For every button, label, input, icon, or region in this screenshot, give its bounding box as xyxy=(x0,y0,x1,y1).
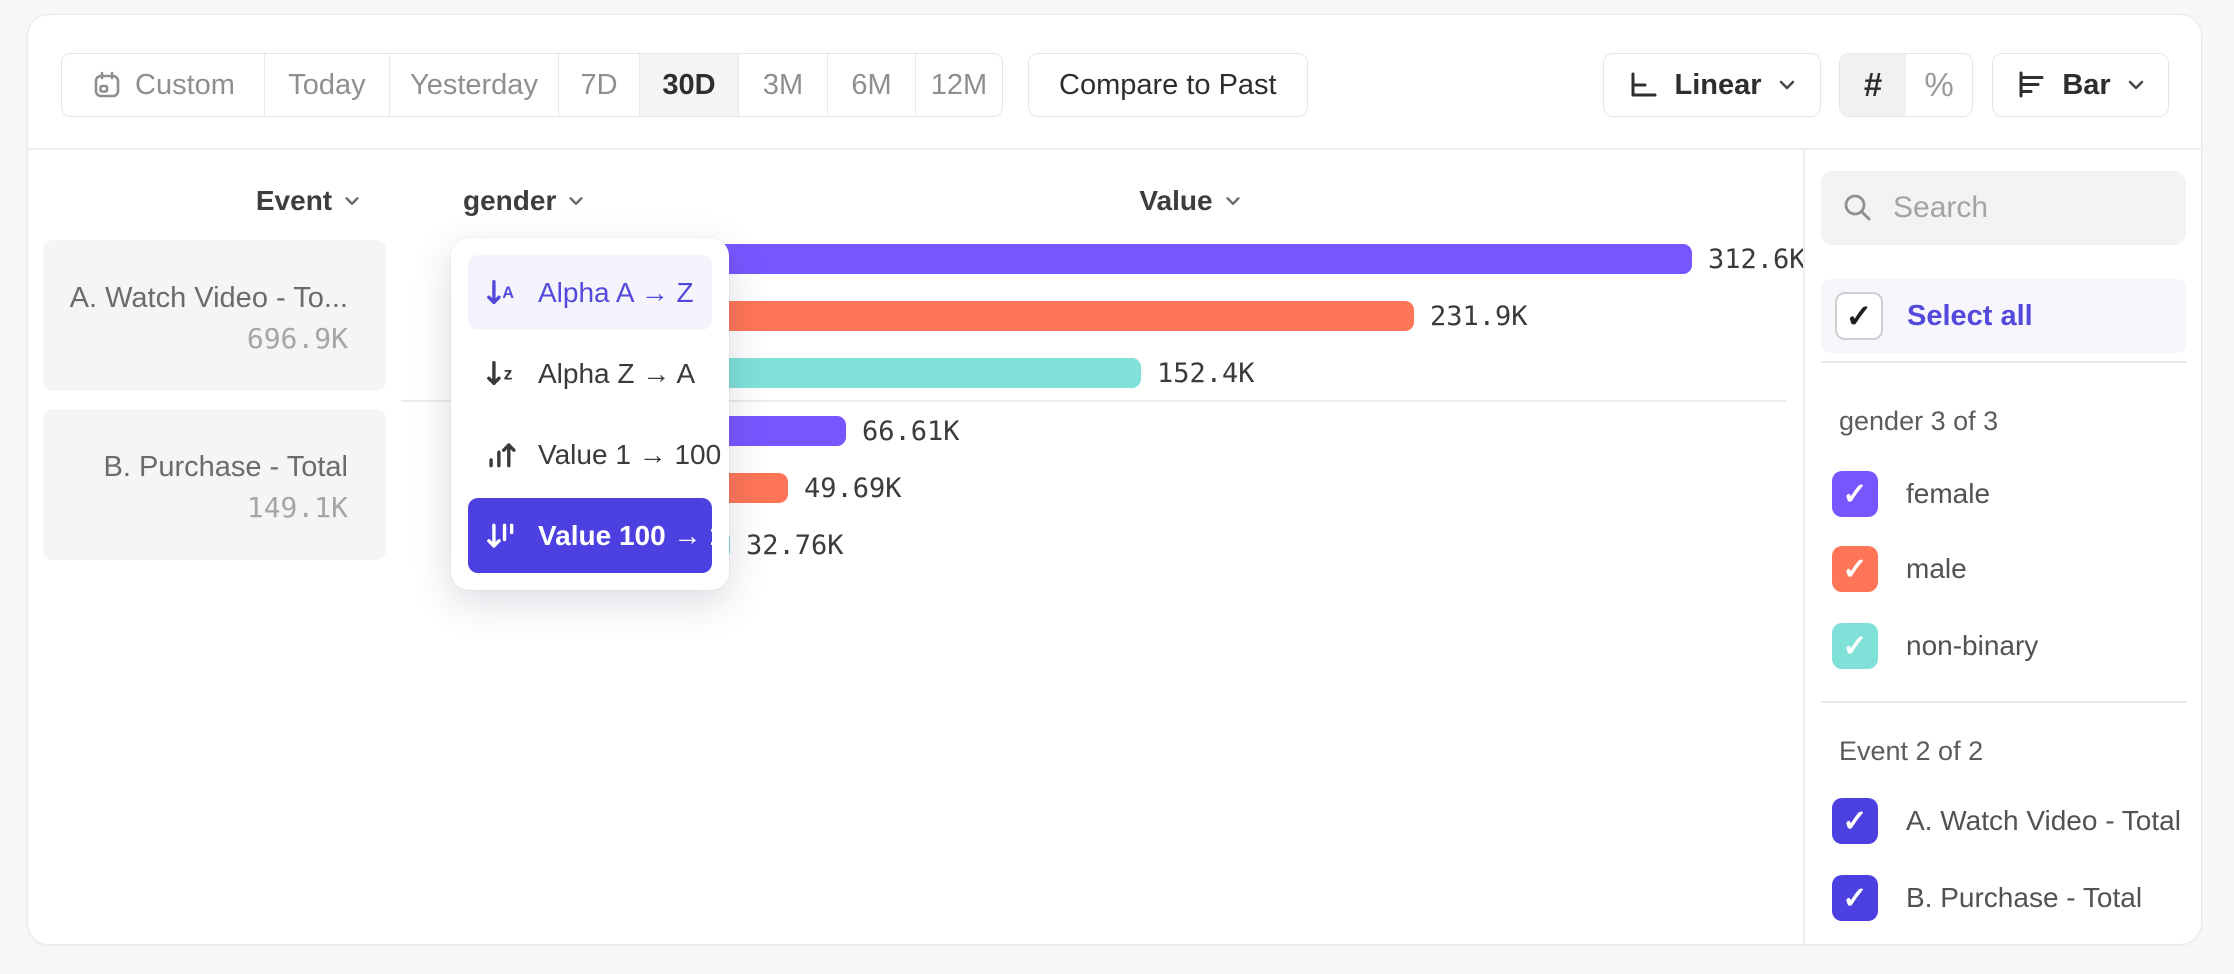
bar-value-label: 32.76K xyxy=(746,529,844,561)
checkmark-icon: ✓ xyxy=(1845,298,1873,334)
select-all-row[interactable]: ✓ Select all xyxy=(1821,279,2186,353)
legend-item-purchase[interactable]: ✓ B. Purchase - Total xyxy=(1832,875,2142,921)
calendar-icon xyxy=(94,71,120,98)
event-card-total: 149.1K xyxy=(246,491,348,524)
date-range-12m[interactable]: 12M xyxy=(930,68,988,101)
absolute-numbers-toggle[interactable]: # xyxy=(1840,54,1906,116)
value-column-header[interactable]: Value xyxy=(1121,184,1261,218)
percent-toggle[interactable]: % xyxy=(1906,54,1972,116)
bar-value-label: 231.9K xyxy=(1430,300,1528,332)
chart-type-button[interactable]: Bar xyxy=(1992,53,2169,117)
svg-text:A: A xyxy=(502,283,514,301)
menu-item-value-asc[interactable]: Value 1 → 100 xyxy=(468,417,721,492)
bar-chart-icon xyxy=(2019,71,2044,98)
insights-report-card: Custom Today Yesterday 7D 30D 3M 6M 12M … xyxy=(27,14,2202,945)
legend-item-watch-video[interactable]: ✓ A. Watch Video - Total xyxy=(1832,798,2181,844)
checkbox-watch-video[interactable]: ✓ xyxy=(1832,798,1878,844)
sidebar-section-divider xyxy=(1821,361,2186,363)
checkmark-icon: ✓ xyxy=(1842,552,1868,586)
event-card-a[interactable]: A. Watch Video - To... 696.9K xyxy=(43,240,386,391)
svg-text:z: z xyxy=(504,363,513,383)
date-range-today[interactable]: Today xyxy=(265,54,390,116)
date-range-6m[interactable]: 6M xyxy=(828,54,916,116)
bar-value-label: 152.4K xyxy=(1157,357,1255,389)
date-range-30d[interactable]: 30D xyxy=(640,54,739,116)
bar-value-label: 49.69K xyxy=(804,472,902,504)
event-group-title: Event 2 of 2 xyxy=(1839,736,1984,766)
chevron-down-icon xyxy=(1779,80,1794,90)
chevron-down-icon xyxy=(1225,197,1240,205)
bar-female-a[interactable] xyxy=(617,244,1692,274)
gender-column-header[interactable]: gender xyxy=(463,184,586,218)
checkbox-male[interactable]: ✓ xyxy=(1832,546,1878,592)
chevron-down-icon xyxy=(2128,80,2143,90)
group-divider xyxy=(401,400,1786,402)
sidebar-section-divider xyxy=(1821,701,2186,703)
sort-alpha-desc-icon: z xyxy=(487,360,513,385)
sort-value-asc-icon xyxy=(489,442,516,467)
menu-item-value-desc[interactable]: Value 100 → 1 xyxy=(468,498,725,573)
date-range-3m[interactable]: 3M xyxy=(739,54,828,116)
search-icon xyxy=(1844,194,1871,221)
bar-value-label: 66.61K xyxy=(862,415,960,447)
legend-search-box xyxy=(1821,171,2186,245)
chevron-down-icon xyxy=(345,197,359,205)
event-card-total: 696.9K xyxy=(246,322,348,355)
date-range-control: Custom Today Yesterday 7D 30D 3M 6M 12M xyxy=(61,53,1003,117)
checkmark-icon: ✓ xyxy=(1842,881,1868,915)
search-input[interactable] xyxy=(1893,191,2133,225)
legend-item-female[interactable]: ✓ female xyxy=(1832,471,1990,517)
sort-dropdown-menu: A Alpha A → Z z Alpha Z → A Value 1 → 10… xyxy=(451,238,729,590)
sort-value-desc-icon xyxy=(487,523,514,548)
chevron-down-icon xyxy=(569,197,583,205)
bar-row: 231.9K xyxy=(617,300,1528,332)
event-card-label: B. Purchase - Total xyxy=(103,451,348,483)
checkbox-purchase[interactable]: ✓ xyxy=(1832,875,1878,921)
checkbox-female[interactable]: ✓ xyxy=(1832,471,1878,517)
date-range-yesterday[interactable]: Yesterday xyxy=(390,54,559,116)
sidebar-divider xyxy=(1803,148,1805,945)
event-card-label: A. Watch Video - To... xyxy=(69,282,348,314)
event-card-b[interactable]: B. Purchase - Total 149.1K xyxy=(43,409,386,560)
checkmark-icon: ✓ xyxy=(1842,629,1868,663)
linear-scale-icon xyxy=(1631,72,1657,97)
gender-group-title: gender 3 of 3 xyxy=(1839,406,1999,436)
bar-row: 312.6K xyxy=(617,243,1806,275)
hash-icon: # xyxy=(1863,66,1883,103)
date-range-custom[interactable]: Custom xyxy=(62,54,265,116)
checkbox-non-binary[interactable]: ✓ xyxy=(1832,623,1878,669)
sort-alpha-asc-icon: A xyxy=(487,279,514,304)
checkmark-icon: ✓ xyxy=(1842,804,1868,838)
menu-item-alpha-asc[interactable]: A Alpha A → Z xyxy=(468,255,712,330)
date-range-7d[interactable]: 7D xyxy=(559,54,640,116)
toolbar-divider xyxy=(28,148,2201,150)
compare-to-past-button[interactable]: Compare to Past xyxy=(1028,53,1308,117)
checkmark-icon: ✓ xyxy=(1842,477,1868,511)
bar-value-label: 312.6K xyxy=(1708,243,1806,275)
value-format-control: # % xyxy=(1839,53,1973,117)
legend-item-non-binary[interactable]: ✓ non-binary xyxy=(1832,623,2038,669)
legend-item-male[interactable]: ✓ male xyxy=(1832,546,1967,592)
event-column-header[interactable]: Event xyxy=(244,184,374,218)
menu-item-alpha-desc[interactable]: z Alpha Z → A xyxy=(468,336,712,411)
scale-selector-button[interactable]: Linear xyxy=(1603,53,1821,117)
date-range-label: Custom xyxy=(135,68,235,101)
bar-male-a[interactable] xyxy=(617,301,1414,331)
percent-icon: % xyxy=(1924,66,1954,103)
select-all-checkbox[interactable]: ✓ xyxy=(1835,292,1883,340)
